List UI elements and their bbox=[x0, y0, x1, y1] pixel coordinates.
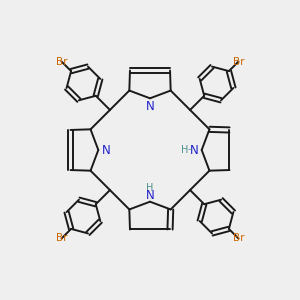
Text: –: – bbox=[187, 146, 192, 154]
Text: N: N bbox=[190, 143, 199, 157]
Text: N: N bbox=[102, 143, 110, 157]
Text: N: N bbox=[146, 100, 154, 112]
Text: Br: Br bbox=[56, 56, 67, 67]
Text: H: H bbox=[146, 183, 154, 193]
Text: N: N bbox=[146, 189, 154, 202]
Text: Br: Br bbox=[233, 56, 244, 67]
Text: H: H bbox=[181, 145, 189, 155]
Text: Br: Br bbox=[233, 233, 244, 244]
Text: Br: Br bbox=[56, 233, 67, 244]
